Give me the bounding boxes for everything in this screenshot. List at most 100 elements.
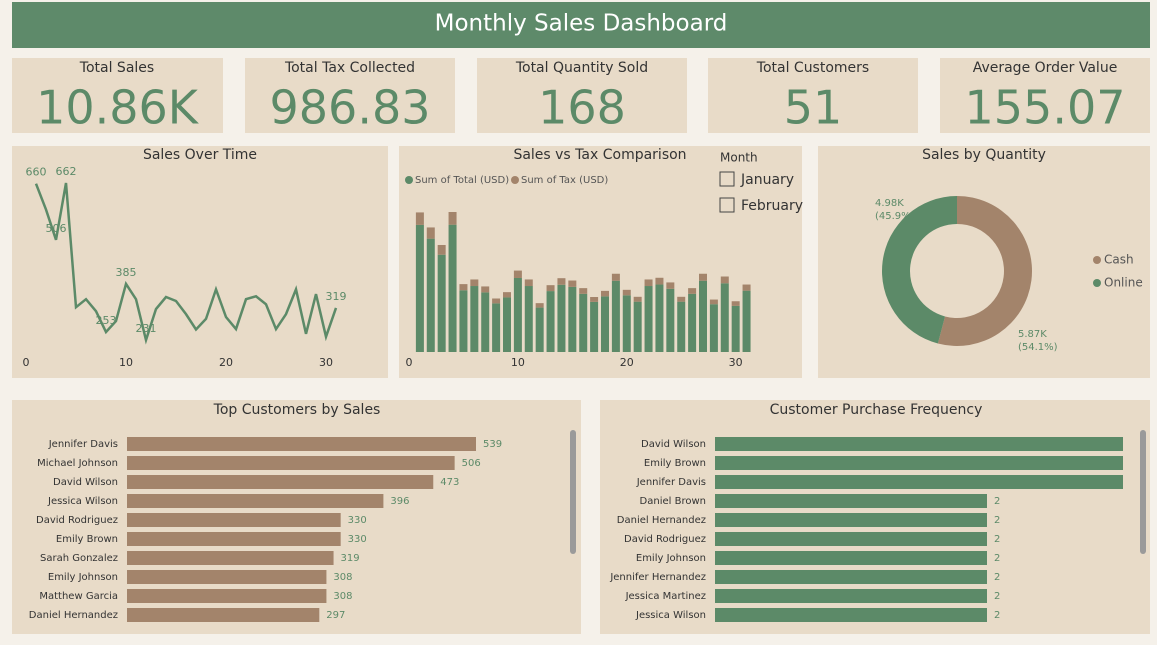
- data-label: 308: [333, 572, 352, 583]
- bar-segment: [579, 288, 588, 294]
- bar: [127, 437, 476, 451]
- legend-label: Sum of Total (USD): [415, 175, 509, 186]
- bar-segment: [731, 305, 740, 352]
- bar-segment: [731, 301, 740, 306]
- legend-marker: [1093, 279, 1101, 287]
- checkbox[interactable]: [719, 171, 735, 187]
- kpi-value: 168: [538, 81, 626, 135]
- bar-segment: [666, 288, 675, 352]
- data-label: 231: [136, 322, 157, 335]
- chart-title: Sales Over Time: [143, 147, 257, 163]
- bar-segment: [415, 224, 424, 352]
- category-label: David Rodriguez: [624, 534, 706, 545]
- legend-marker: [511, 176, 519, 184]
- bar-segment: [568, 280, 577, 287]
- x-tick-label: 10: [511, 356, 525, 369]
- kpi-card: [477, 58, 687, 133]
- bar-segment: [655, 284, 664, 352]
- category-label: Daniel Hernandez: [29, 610, 118, 621]
- data-label: 319: [326, 290, 347, 303]
- data-label: 253: [96, 314, 117, 327]
- category-label: Daniel Hernandez: [617, 515, 706, 526]
- data-label: 660: [26, 166, 47, 179]
- data-label: 662: [56, 165, 77, 178]
- bar-segment: [415, 212, 424, 225]
- bar: [127, 494, 384, 508]
- slice-percent: (45.9%): [875, 211, 915, 222]
- bar-segment: [503, 292, 511, 298]
- scrollbar[interactable]: [1140, 430, 1146, 554]
- x-tick-label: 10: [119, 356, 133, 369]
- bar: [715, 570, 987, 584]
- category-label: Jennifer Hernandez: [609, 572, 706, 583]
- header-bar: [12, 2, 1150, 48]
- slicer-option[interactable]: February: [741, 198, 803, 214]
- bar: [715, 532, 987, 546]
- bar: [715, 456, 1123, 470]
- category-label: Emily Johnson: [636, 553, 706, 564]
- bar-segment: [426, 227, 435, 239]
- bar-segment: [481, 286, 490, 293]
- dashboard-title: Monthly Sales Dashboard: [435, 11, 728, 37]
- bar: [127, 513, 341, 527]
- data-label: 2: [994, 553, 1000, 564]
- checkbox[interactable]: [719, 197, 735, 213]
- scrollbar[interactable]: [570, 430, 576, 554]
- bar-segment: [448, 224, 457, 352]
- data-label: 2: [994, 515, 1000, 526]
- bar: [127, 551, 334, 565]
- bar-segment: [459, 290, 468, 352]
- bar-segment: [720, 283, 729, 352]
- bar-segment: [535, 303, 544, 308]
- data-label: 506: [46, 222, 67, 235]
- data-label: 385: [116, 266, 137, 279]
- bar-segment: [688, 293, 697, 352]
- bar-segment: [699, 273, 707, 281]
- bar-segment: [611, 280, 620, 352]
- bar: [127, 570, 327, 584]
- bar-segment: [622, 295, 631, 352]
- bar-segment: [688, 288, 697, 294]
- category-label: David Wilson: [53, 477, 118, 488]
- bar-segment: [611, 273, 620, 281]
- kpi-card: [12, 58, 223, 133]
- slicer-option[interactable]: January: [740, 172, 794, 188]
- bar-segment: [709, 304, 718, 352]
- kpi-label: Total Tax Collected: [284, 60, 415, 76]
- bar-segment: [644, 279, 653, 287]
- data-label: 2: [994, 591, 1000, 602]
- kpi-card: [940, 58, 1150, 133]
- bar-segment: [633, 296, 642, 302]
- bar-segment: [677, 301, 686, 352]
- bar-segment: [709, 299, 718, 305]
- bar: [715, 608, 987, 622]
- x-tick-label: 0: [23, 356, 30, 369]
- category-label: David Rodriguez: [36, 515, 118, 526]
- bar: [127, 456, 455, 470]
- kpi-label: Average Order Value: [973, 60, 1118, 76]
- category-label: Jessica Wilson: [635, 610, 706, 621]
- chart-title: Customer Purchase Frequency: [770, 402, 983, 418]
- x-tick-label: 30: [729, 356, 743, 369]
- bar-segment: [699, 280, 707, 352]
- bar-segment: [448, 212, 457, 225]
- bar-segment: [590, 301, 599, 352]
- x-tick-label: 20: [219, 356, 233, 369]
- bar-segment: [633, 301, 642, 352]
- donut-slice: [881, 196, 957, 344]
- chart-title: Top Customers by Sales: [213, 402, 381, 418]
- bar-segment: [655, 277, 664, 285]
- category-label: Emily Brown: [644, 458, 706, 469]
- data-label: 330: [348, 534, 367, 545]
- category-label: Matthew Garcia: [39, 591, 118, 602]
- bar-segment: [666, 282, 675, 289]
- bar-segment: [546, 291, 555, 352]
- bar-segment: [568, 286, 577, 352]
- kpi-value: 986.83: [270, 81, 431, 135]
- kpi-card: [245, 58, 455, 133]
- data-label: 396: [390, 496, 409, 507]
- bar-segment: [601, 296, 609, 352]
- line-series: [34, 182, 338, 345]
- bar-segment: [492, 298, 501, 304]
